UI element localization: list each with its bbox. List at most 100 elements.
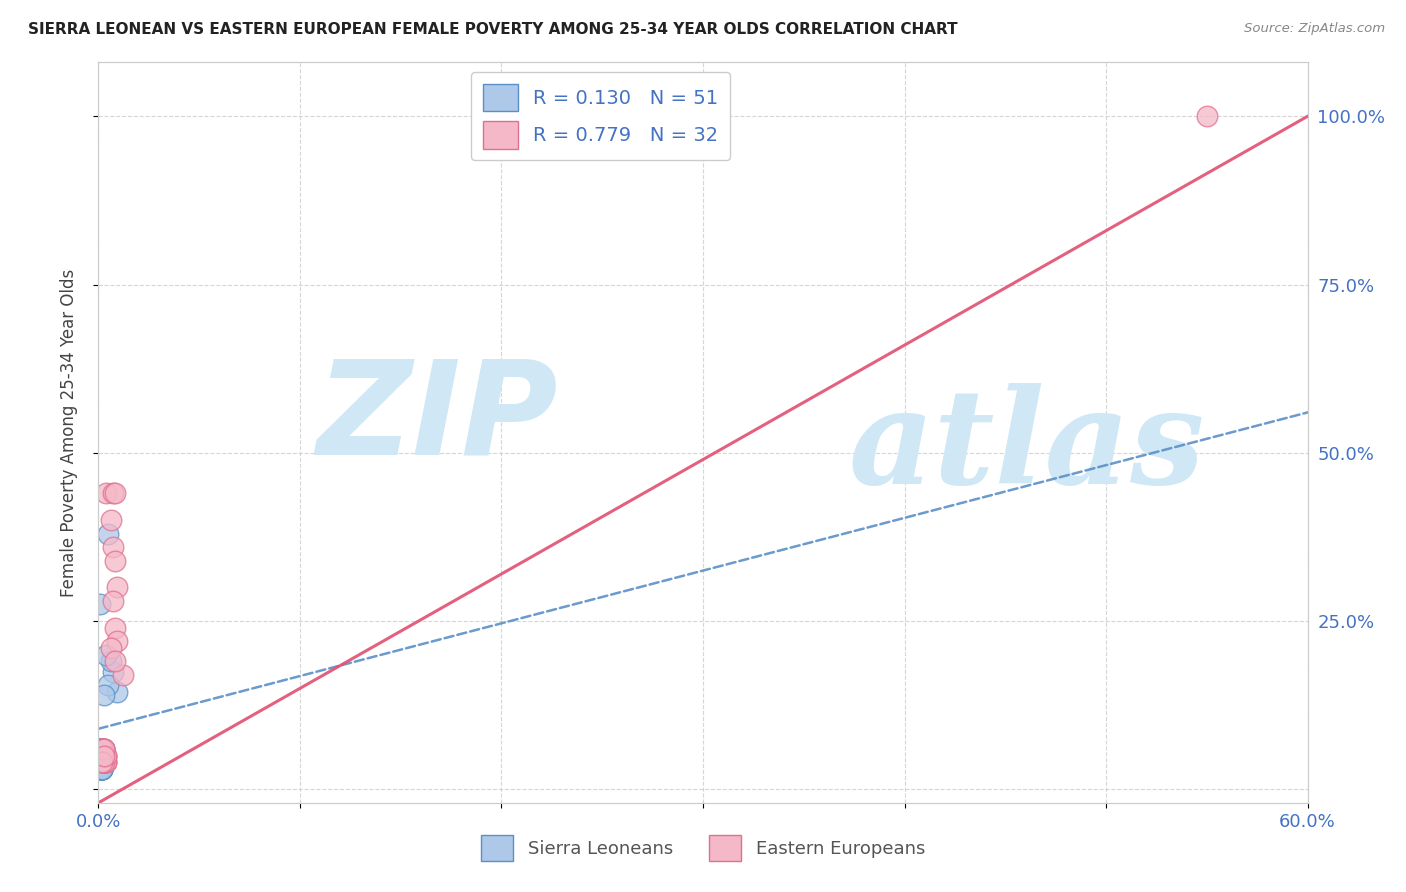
Point bbox=[93, 756, 115, 770]
Point bbox=[89, 756, 111, 770]
Point bbox=[93, 742, 115, 756]
Point bbox=[91, 756, 114, 770]
Point bbox=[96, 486, 118, 500]
Point bbox=[101, 540, 124, 554]
Point bbox=[91, 742, 114, 756]
Point bbox=[96, 756, 118, 770]
Point bbox=[91, 742, 114, 756]
Point bbox=[93, 756, 115, 770]
Point bbox=[93, 748, 115, 763]
Point bbox=[96, 748, 118, 763]
Point bbox=[93, 748, 115, 763]
Point bbox=[91, 756, 114, 770]
Point bbox=[93, 748, 115, 763]
Y-axis label: Female Poverty Among 25-34 Year Olds: Female Poverty Among 25-34 Year Olds bbox=[59, 268, 77, 597]
Point bbox=[93, 756, 115, 770]
Point bbox=[91, 762, 114, 776]
Point bbox=[93, 748, 115, 763]
Text: ZIP: ZIP bbox=[316, 354, 558, 482]
Point bbox=[91, 748, 114, 763]
Point bbox=[91, 756, 114, 770]
Point bbox=[93, 748, 115, 763]
Point bbox=[93, 756, 115, 770]
Point bbox=[89, 756, 111, 770]
Legend: Sierra Leoneans, Eastern Europeans: Sierra Leoneans, Eastern Europeans bbox=[474, 828, 932, 868]
Point bbox=[101, 665, 124, 679]
Point bbox=[93, 748, 115, 763]
Point bbox=[100, 513, 122, 527]
Point bbox=[91, 762, 114, 776]
Point bbox=[89, 762, 111, 776]
Point bbox=[89, 742, 111, 756]
Point bbox=[93, 756, 115, 770]
Point bbox=[93, 742, 115, 756]
Point bbox=[97, 678, 120, 692]
Point bbox=[89, 762, 111, 776]
Point bbox=[93, 742, 115, 756]
Point bbox=[103, 553, 125, 567]
Point bbox=[97, 526, 120, 541]
Point bbox=[93, 748, 115, 763]
Point bbox=[91, 756, 114, 770]
Point bbox=[93, 756, 115, 770]
Point bbox=[89, 762, 111, 776]
Point bbox=[91, 748, 114, 763]
Point bbox=[93, 748, 115, 763]
Point bbox=[91, 748, 114, 763]
Point bbox=[93, 756, 115, 770]
Point bbox=[105, 685, 128, 699]
Point bbox=[89, 762, 111, 776]
Point bbox=[93, 756, 115, 770]
Point bbox=[91, 756, 114, 770]
Point bbox=[91, 762, 114, 776]
Point bbox=[91, 762, 114, 776]
Point bbox=[93, 748, 115, 763]
Point bbox=[91, 756, 114, 770]
Text: Source: ZipAtlas.com: Source: ZipAtlas.com bbox=[1244, 22, 1385, 36]
Point bbox=[89, 742, 111, 756]
Point bbox=[96, 648, 118, 662]
Point bbox=[89, 748, 111, 763]
Point bbox=[101, 486, 124, 500]
Point bbox=[91, 756, 114, 770]
Point bbox=[105, 581, 128, 595]
Point bbox=[93, 748, 115, 763]
Point bbox=[91, 748, 114, 763]
Point bbox=[89, 748, 111, 763]
Point bbox=[91, 742, 114, 756]
Point bbox=[91, 756, 114, 770]
Point bbox=[91, 742, 114, 756]
Text: atlas: atlas bbox=[848, 383, 1205, 512]
Point bbox=[100, 655, 122, 669]
Point bbox=[93, 742, 115, 756]
Point bbox=[111, 668, 134, 682]
Point bbox=[93, 748, 115, 763]
Point bbox=[89, 742, 111, 756]
Point bbox=[89, 756, 111, 770]
Point bbox=[91, 742, 114, 756]
Point bbox=[89, 756, 111, 770]
Point bbox=[96, 756, 118, 770]
Point bbox=[100, 640, 122, 655]
Point bbox=[89, 748, 111, 763]
Point bbox=[89, 756, 111, 770]
Point bbox=[96, 756, 118, 770]
Point bbox=[89, 742, 111, 756]
Point bbox=[93, 688, 115, 702]
Point bbox=[93, 742, 115, 756]
Point bbox=[103, 486, 125, 500]
Point bbox=[93, 748, 115, 763]
Point bbox=[91, 762, 114, 776]
Point bbox=[1195, 109, 1218, 123]
Point bbox=[103, 655, 125, 669]
Point bbox=[105, 634, 128, 648]
Point bbox=[91, 748, 114, 763]
Point bbox=[96, 748, 118, 763]
Point bbox=[91, 748, 114, 763]
Text: SIERRA LEONEAN VS EASTERN EUROPEAN FEMALE POVERTY AMONG 25-34 YEAR OLDS CORRELAT: SIERRA LEONEAN VS EASTERN EUROPEAN FEMAL… bbox=[28, 22, 957, 37]
Point bbox=[96, 748, 118, 763]
Point bbox=[103, 621, 125, 635]
Point bbox=[91, 756, 114, 770]
Point bbox=[101, 594, 124, 608]
Point bbox=[91, 756, 114, 770]
